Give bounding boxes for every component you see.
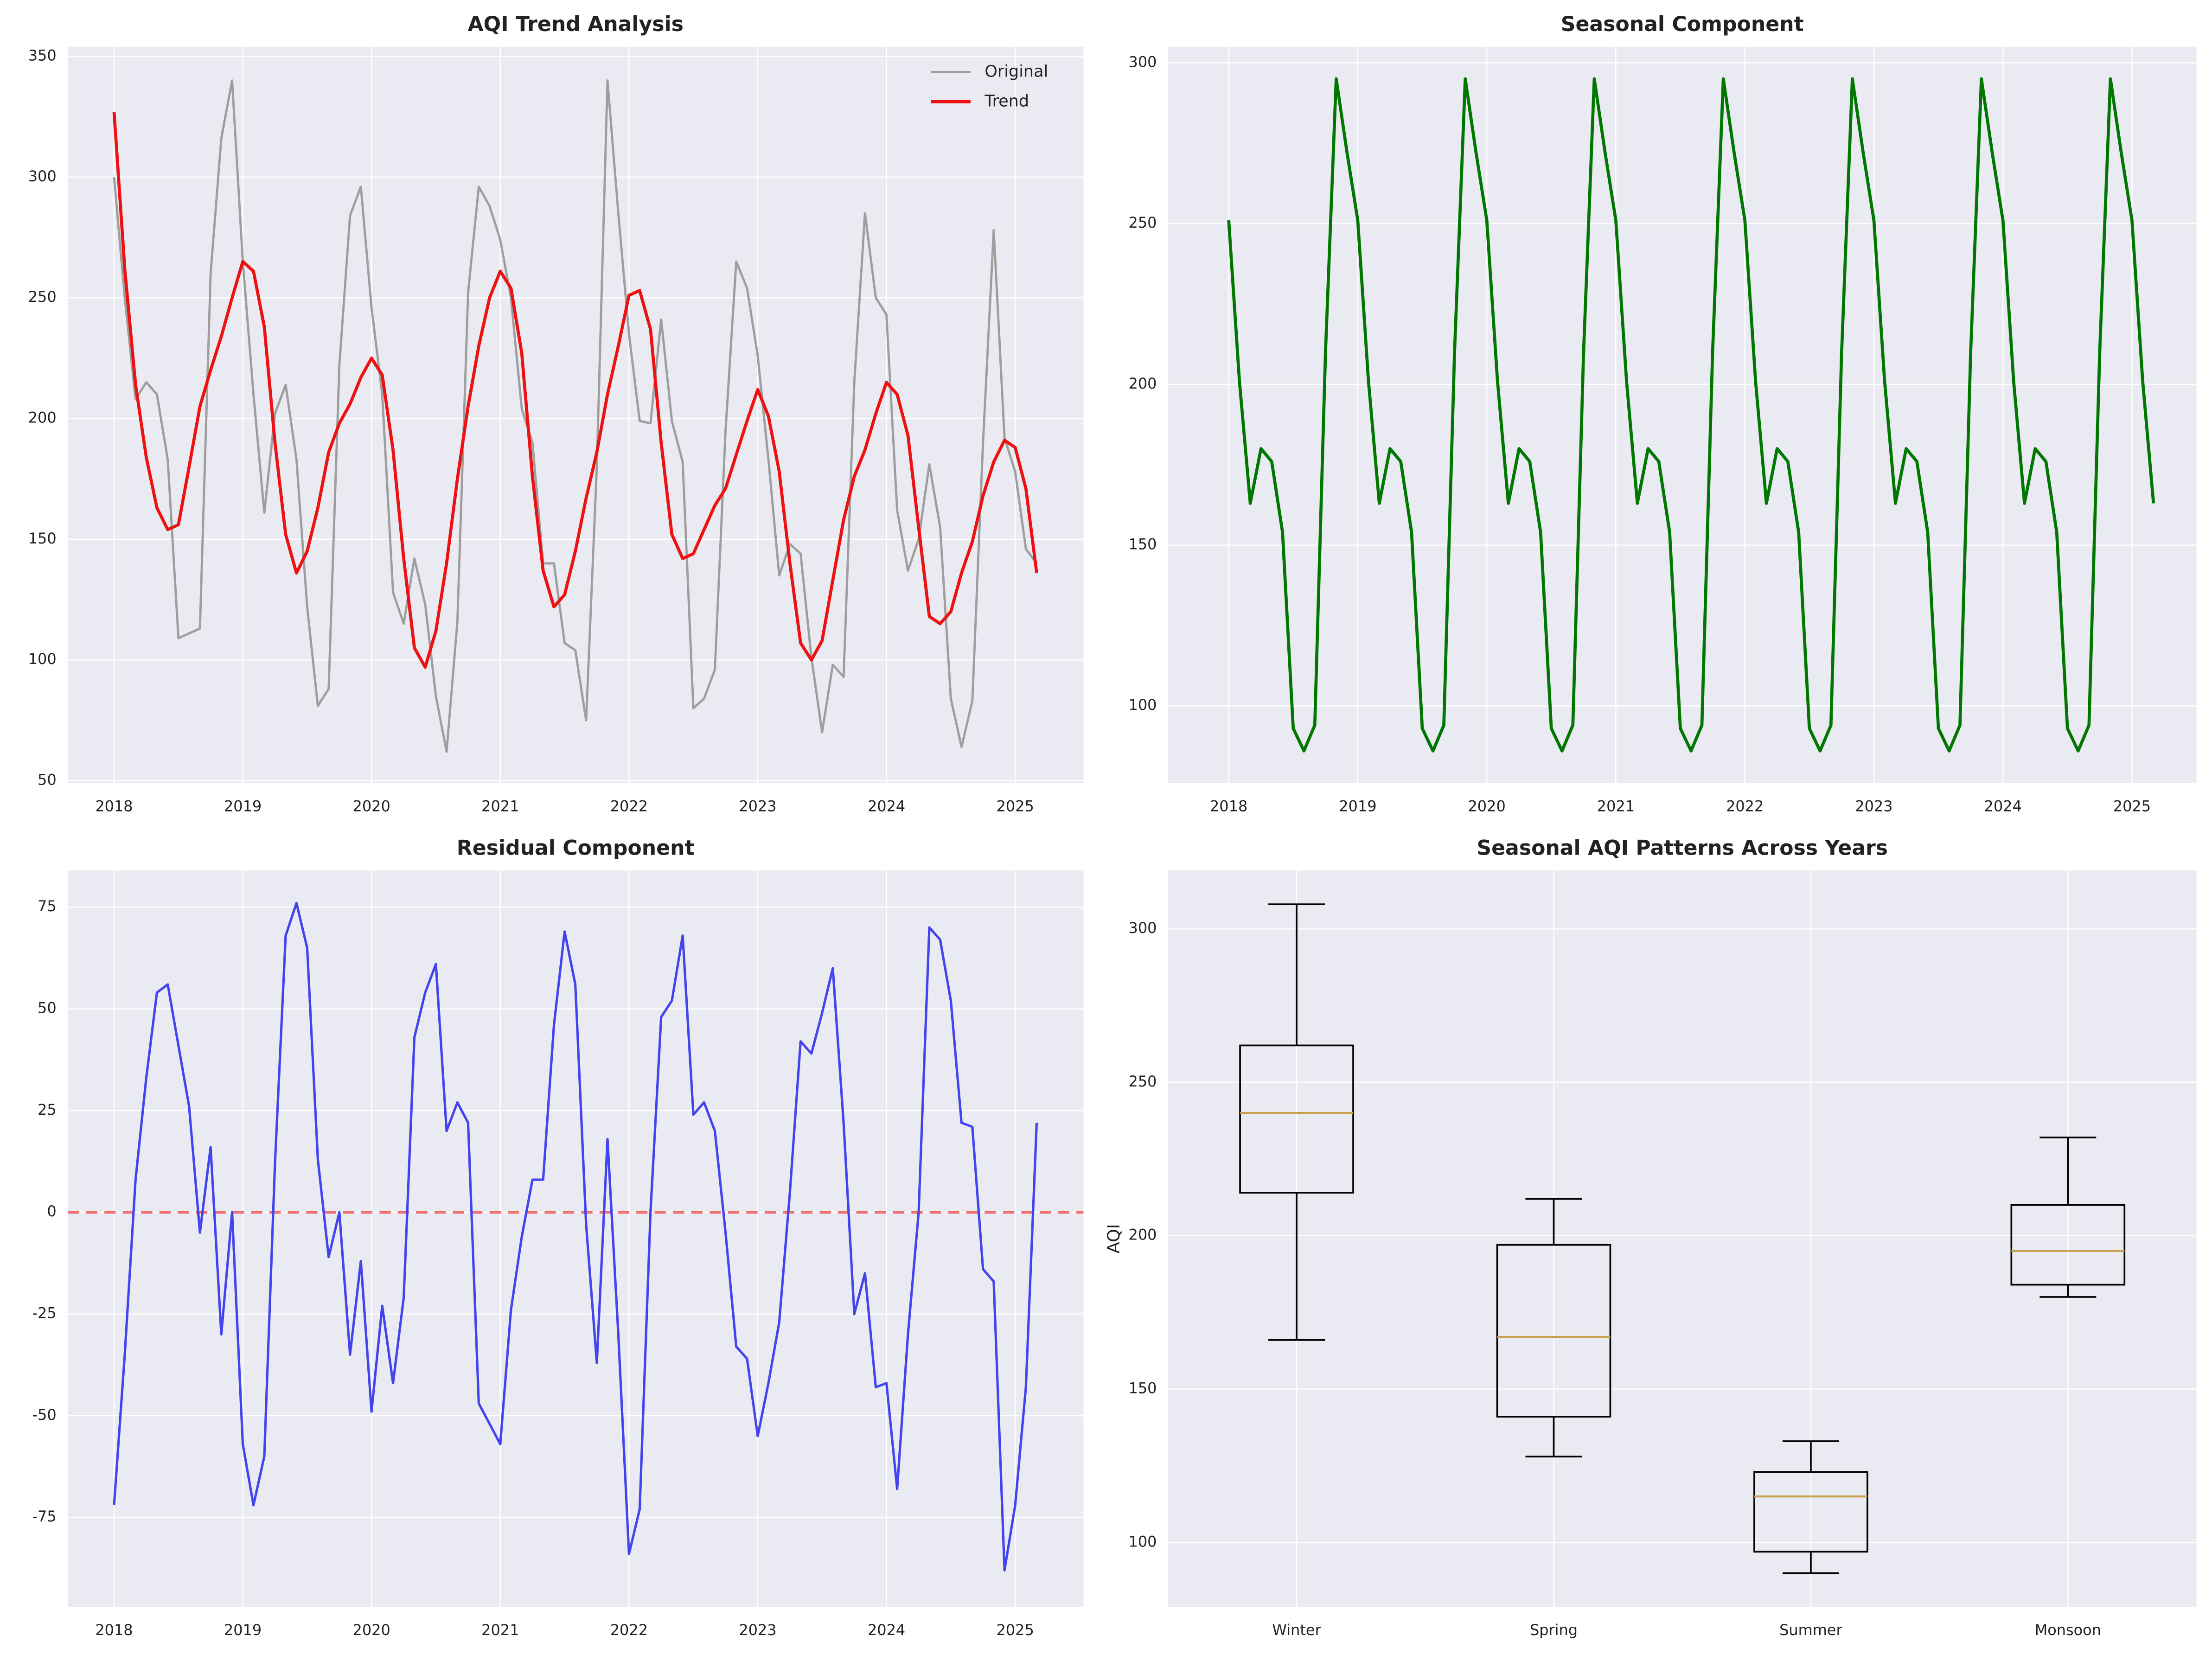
box [1753,1471,1868,1553]
y-tick-label: 150 [1129,536,1157,553]
x-tick-label: 2023 [1855,797,1892,815]
y-tick-label: 300 [1129,53,1157,70]
data-line [113,79,1038,753]
box [2010,1204,2126,1286]
data-line [113,901,1038,1572]
y-tick-label: 25 [38,1101,57,1118]
chart-title: AQI Trend Analysis [467,13,683,36]
y-tick-label: 50 [38,999,57,1017]
data-line [1227,77,2155,753]
y-tick-label: 150 [28,530,57,547]
y-tick-label: 75 [38,897,57,915]
x-tick-label: 2019 [224,1621,262,1639]
x-tick-label: 2018 [95,797,133,815]
x-tick-label: Spring [1530,1621,1578,1639]
y-tick-label: 250 [1129,214,1157,231]
x-tick-label: 2022 [610,1621,648,1639]
x-tick-label: 2025 [2113,797,2151,815]
legend-label: Trend [984,92,1029,110]
y-tick-label: 350 [28,47,57,64]
y-tick-label: 100 [1129,696,1157,714]
x-tick-label: 2022 [610,797,648,815]
legend-label: Original [985,62,1048,81]
x-tick-label: 2024 [868,1621,905,1639]
y-tick-label: 200 [1129,375,1157,392]
chart-title: Seasonal Component [1561,13,1804,36]
x-tick-label: 2020 [353,1621,390,1639]
x-tick-label: 2025 [997,797,1034,815]
data-line [112,112,1038,669]
y-axis-label: AQI [1104,1224,1124,1253]
x-tick-label: 2024 [1984,797,2022,815]
x-tick-label: 2018 [95,1621,133,1639]
chart-title: Residual Component [457,837,695,860]
box [1496,1244,1611,1418]
box [1239,1044,1354,1194]
x-tick-label: 2019 [1339,797,1376,815]
x-tick-label: 2022 [1726,797,1764,815]
y-tick-label: -50 [32,1406,57,1424]
x-tick-label: 2019 [224,797,262,815]
x-tick-label: Summer [1779,1621,1842,1639]
y-tick-label: 300 [28,167,57,185]
x-tick-label: 2018 [1210,797,1247,815]
x-tick-label: Monsoon [2035,1621,2101,1639]
x-tick-label: 2021 [1597,797,1635,815]
plot-area [1168,46,2197,783]
y-tick-label: 0 [47,1202,56,1220]
x-tick-label: 2020 [353,797,390,815]
x-tick-label: 2025 [997,1621,1034,1639]
x-tick-label: 2024 [868,797,905,815]
y-tick-label: 200 [28,409,57,426]
plot-area [1168,870,2197,1607]
y-tick-label: 150 [1129,1379,1157,1397]
x-tick-label: 2021 [481,797,519,815]
x-tick-label: 2020 [1468,797,1505,815]
y-tick-label: 100 [1129,1533,1157,1550]
y-tick-label: 300 [1129,919,1157,937]
x-tick-label: 2023 [739,1621,776,1639]
y-tick-label: 250 [1129,1073,1157,1090]
y-tick-label: 250 [28,288,57,306]
x-tick-label: 2021 [481,1621,519,1639]
y-tick-label: 50 [38,771,57,788]
y-tick-label: -25 [32,1304,57,1322]
y-tick-label: 200 [1129,1226,1157,1244]
chart-title: Seasonal AQI Patterns Across Years [1477,837,1888,860]
y-tick-label: -75 [32,1508,57,1525]
y-tick-label: 100 [28,650,57,668]
x-tick-label: Winter [1272,1621,1321,1639]
x-tick-label: 2023 [739,797,776,815]
